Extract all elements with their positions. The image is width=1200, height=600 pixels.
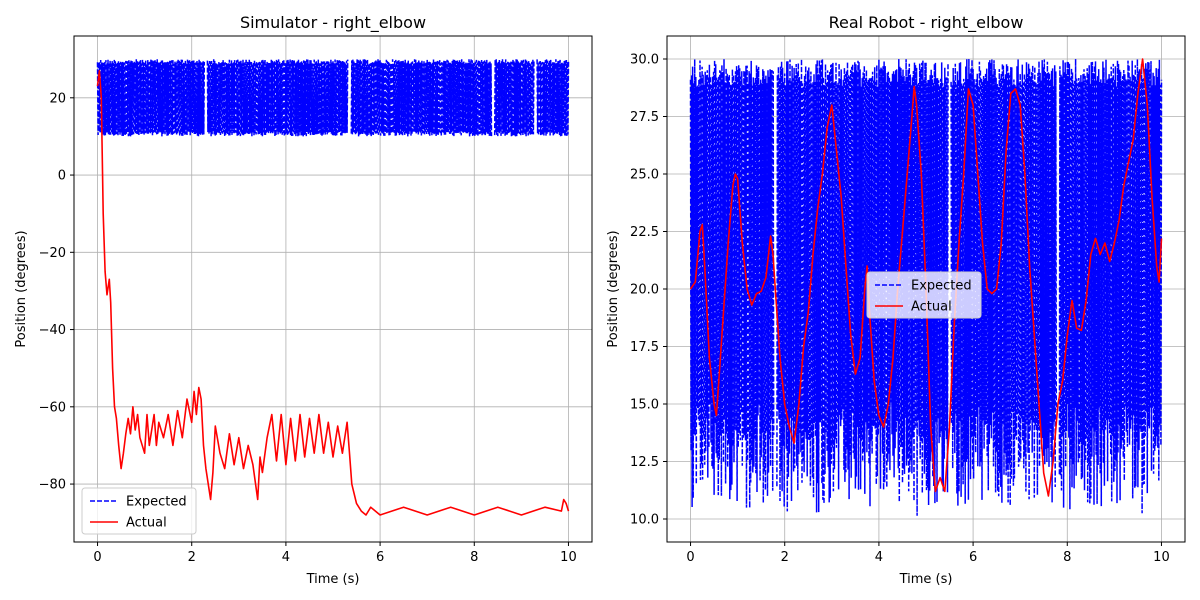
x-tick-label: 8 bbox=[470, 550, 478, 565]
legend-expected-label: Expected bbox=[126, 495, 187, 510]
y-tick-label: 30.0 bbox=[630, 53, 659, 68]
x-tick-label: 0 bbox=[93, 550, 101, 565]
y-tick-label: 27.5 bbox=[630, 110, 659, 125]
x-tick-label: 2 bbox=[188, 550, 196, 565]
y-tick-label: 10.0 bbox=[630, 513, 659, 528]
y-tick-label: 20.0 bbox=[630, 283, 659, 298]
plot-area bbox=[96, 59, 570, 516]
expected-line bbox=[689, 59, 775, 508]
actual-line bbox=[96, 70, 570, 516]
x-tick-label: 4 bbox=[282, 550, 290, 565]
expected-line bbox=[96, 59, 206, 137]
simulator-chart-panel: 0 2 4 6 8 10 −80 −60 −40 −20 0 20 Simulator - right_… bbox=[14, 13, 593, 587]
legend-actual-label: Actual bbox=[911, 300, 952, 315]
expected-line bbox=[776, 59, 949, 516]
y-tick-label: 22.5 bbox=[630, 225, 659, 240]
y-tick-label: 17.5 bbox=[630, 340, 659, 355]
plot-frame bbox=[73, 35, 593, 543]
y-tick-label: 15.0 bbox=[630, 398, 659, 413]
legend-actual-label: Actual bbox=[126, 516, 167, 531]
chart-title: Real Robot - right_elbow bbox=[829, 13, 1024, 33]
y-tick-label: 0 bbox=[58, 169, 66, 184]
y-axis-label: Position (degrees) bbox=[606, 230, 621, 347]
expected-line bbox=[206, 59, 349, 137]
y-tick-label: −40 bbox=[39, 323, 66, 338]
x-axis-label: Time (s) bbox=[306, 572, 360, 587]
legend-expected-label: Expected bbox=[911, 279, 972, 294]
legend: Expected Actual bbox=[81, 487, 197, 535]
expected-line bbox=[493, 59, 535, 137]
legend: Expected Actual bbox=[866, 271, 982, 319]
y-tick-label: −80 bbox=[39, 478, 66, 493]
x-tick-label: 8 bbox=[1063, 550, 1071, 565]
y-tick-label: −60 bbox=[39, 400, 66, 415]
y-tick-label: −20 bbox=[39, 246, 66, 261]
y-axis-label: Position (degrees) bbox=[14, 230, 29, 347]
actual-line bbox=[689, 58, 1163, 497]
x-tick-label: 10 bbox=[1153, 550, 1170, 565]
y-tick-label: 25.0 bbox=[630, 168, 659, 183]
x-axis-label: Time (s) bbox=[899, 572, 953, 587]
x-tick-label: 0 bbox=[686, 550, 694, 565]
x-tick-label: 6 bbox=[376, 550, 384, 565]
expected-line bbox=[350, 59, 493, 137]
x-tick-label: 2 bbox=[781, 550, 789, 565]
expected-line bbox=[536, 59, 570, 137]
chart-title: Simulator - right_elbow bbox=[240, 13, 426, 33]
real-robot-chart-panel: 0 2 4 6 8 10 10.0 12.5 15.0 17.5 20.0 22.5 25.0 27.5 3… bbox=[606, 13, 1186, 587]
y-tick-label: 20 bbox=[49, 91, 66, 106]
x-tick-label: 10 bbox=[560, 550, 577, 565]
expected-line bbox=[1058, 58, 1163, 514]
x-tick-label: 4 bbox=[875, 550, 883, 565]
x-tick-label: 6 bbox=[969, 550, 977, 565]
y-tick-label: 12.5 bbox=[630, 455, 659, 470]
